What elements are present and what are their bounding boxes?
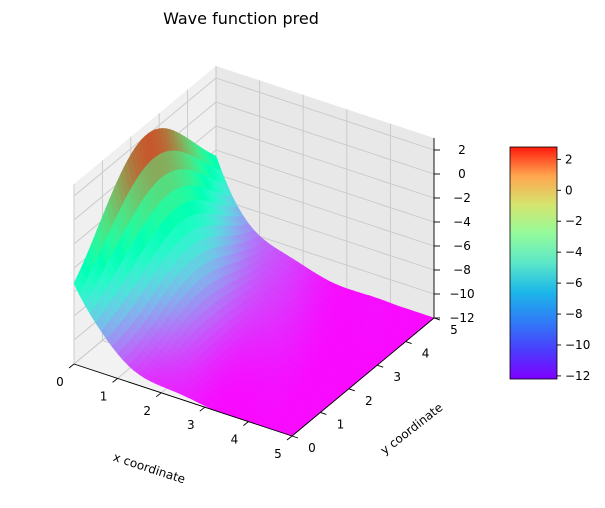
x-tick-label: 3: [187, 418, 195, 432]
colorbar-tick-label: −4: [565, 245, 583, 259]
z-tick-label: 0: [458, 167, 466, 181]
x-tick-mark: [68, 363, 75, 369]
x-tick-label: 2: [143, 404, 151, 418]
axes-lines: [73, 138, 435, 437]
x-axis-ticks: 0 1 2 3 4 5: [56, 363, 293, 461]
z-tick-label: 2: [458, 143, 466, 157]
y-tick-label: 2: [365, 394, 373, 408]
back-grid-z: [215, 125, 435, 199]
x-tick-mark: [155, 392, 162, 398]
colorbar-tick-label: −12: [565, 369, 590, 383]
x-tick-mark: [286, 435, 293, 441]
z-axis-ticks: 2 0 −2 −4 −6 −8 −10 −12: [434, 143, 475, 325]
x-tick-label: 5: [274, 447, 282, 461]
y-tick-mark: [291, 435, 299, 439]
x-tick-label: 1: [100, 389, 108, 403]
chart-title: Wave function pred: [163, 9, 319, 28]
y-tick-label: 3: [393, 370, 401, 384]
y-tick-mark: [348, 388, 355, 392]
x-tick-mark: [112, 378, 118, 383]
z-tick-label: −6: [453, 239, 471, 253]
x-axis-line: [73, 363, 293, 437]
z-tick-label: −2: [453, 191, 471, 205]
y-tick-mark: [377, 364, 384, 368]
colorbar-ticks: 2 0 −2 −4 −6 −8 −10 −12: [557, 152, 590, 383]
y-axis-label: y coordinate: [378, 400, 446, 457]
back-grid-z: [215, 197, 435, 271]
colorbar-gradient: [509, 146, 558, 380]
colorbar-tick-label: −8: [565, 307, 583, 321]
colorbar-tick-label: −10: [565, 338, 590, 352]
z-tick-label: −12: [449, 311, 474, 325]
x-tick-label: 0: [56, 375, 64, 389]
x-axis-label: x coordinate: [111, 450, 187, 486]
x-tick-mark: [243, 421, 249, 426]
back-grid-z: [215, 149, 435, 223]
colorbar-tick-label: −2: [565, 214, 583, 228]
y-tick-mark: [320, 411, 327, 415]
x-tick-label: 4: [231, 433, 239, 447]
back-grid-z: [215, 101, 435, 175]
colorbar-tick-label: −6: [565, 276, 583, 290]
colorbar-tick-label: 2: [565, 152, 573, 166]
y-tick-label: 0: [308, 441, 316, 455]
y-tick-label: 5: [450, 323, 458, 337]
y-tick-label: 4: [422, 347, 430, 361]
y-axis-ticks: 0 1 2 3 4 5: [291, 317, 458, 455]
colorbar: 2 0 −2 −4 −6 −8 −10 −12: [509, 146, 590, 383]
colorbar-tick-label: 0: [565, 183, 573, 197]
y-axis-line: [291, 317, 435, 437]
x-tick-mark: [199, 406, 206, 412]
y-tick-mark: [405, 341, 412, 345]
back-grid-z: [215, 173, 435, 247]
y-tick-label: 1: [337, 417, 345, 431]
z-tick-label: −10: [449, 287, 474, 301]
surface-plot: [73, 128, 435, 437]
back-grid-z: [215, 77, 435, 151]
z-tick-label: −4: [453, 215, 471, 229]
z-tick-label: −8: [453, 263, 471, 277]
